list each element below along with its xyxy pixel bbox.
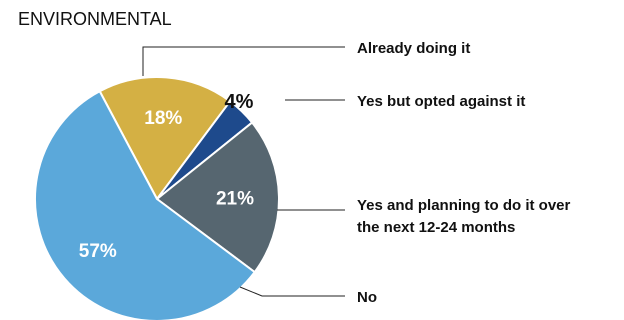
leader-line-already-doing-it xyxy=(142,46,345,76)
percent-labels: 18% 4% 21% 57% xyxy=(79,91,254,262)
slice-already-doing-it xyxy=(98,76,232,200)
leader-line-no xyxy=(239,286,345,297)
leader-lines xyxy=(142,46,345,297)
percent-label-already-doing-it: 18% xyxy=(144,108,182,129)
pie-slices xyxy=(34,76,280,320)
percent-label-yes-but-opted-against-it: 4% xyxy=(225,91,254,113)
slice-yes-and-planning-to-do-it-over-the-next-12-24-months xyxy=(156,121,280,274)
slice-no xyxy=(34,90,256,320)
percent-label-yes-and-planning-to-do-it-over-the-next-12-24-months: 21% xyxy=(216,189,254,210)
percent-label-no: 57% xyxy=(79,241,117,262)
slice-label-already-doing-it: Already doing it xyxy=(357,40,470,57)
slice-label-no: No xyxy=(357,289,377,306)
chart-title: ENVIRONMENTAL xyxy=(18,9,172,29)
slice-labels: Already doing it Yes but opted against it… xyxy=(357,40,571,306)
slice-label-yes-but-opted-against-it: Yes but opted against it xyxy=(357,93,525,110)
slice-label-yes-and-planning-to-do-it-over-the-next-12-24-months: Yes and planning to do it over the next 1… xyxy=(357,197,571,236)
